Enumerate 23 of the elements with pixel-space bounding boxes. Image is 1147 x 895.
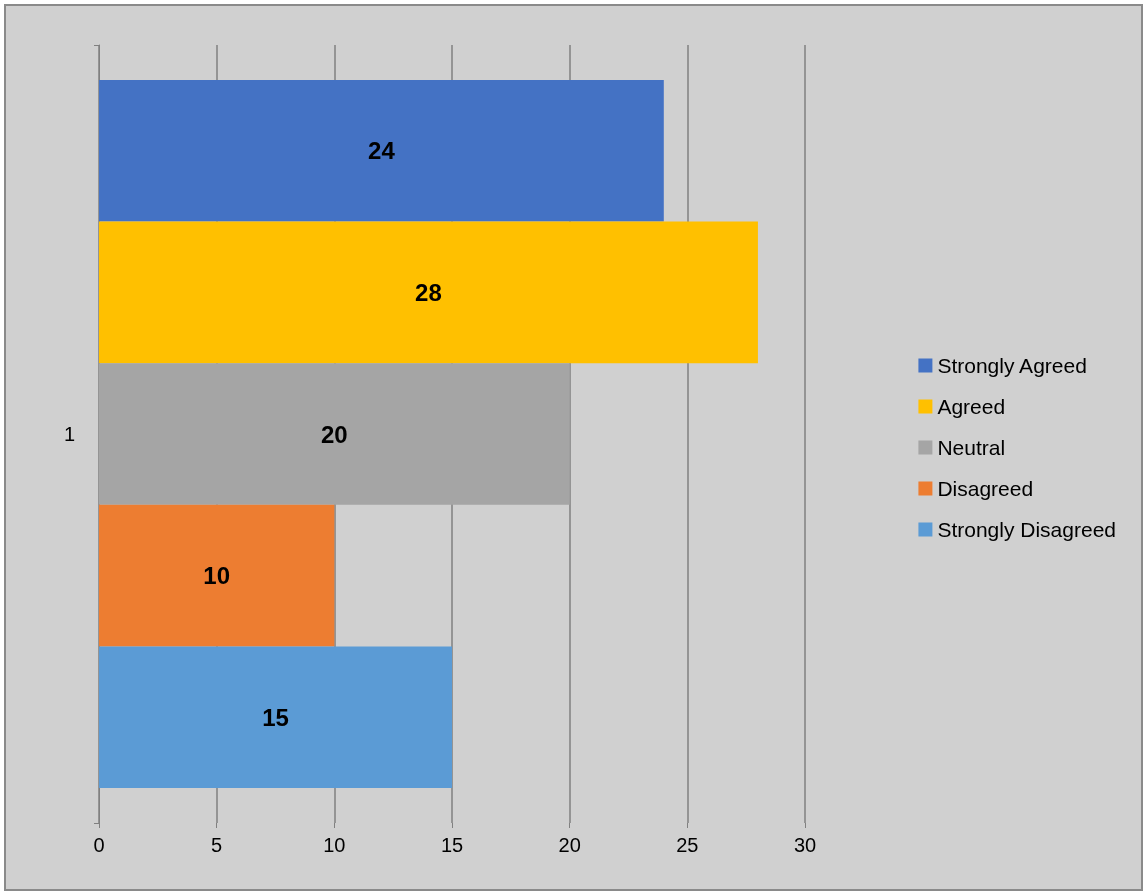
x-tick-label: 5 — [211, 834, 223, 856]
data-label: 20 — [320, 420, 348, 448]
x-tick-label: 0 — [93, 834, 105, 856]
legend-label: Strongly Disagreed — [937, 518, 1116, 541]
data-label: 28 — [415, 278, 442, 306]
bar — [99, 646, 452, 788]
x-tick-label: 10 — [323, 834, 346, 856]
x-tick-label: 30 — [793, 834, 817, 856]
data-label: 24 — [368, 137, 396, 165]
x-tick-label: 20 — [558, 834, 581, 856]
x-tick-label: 15 — [440, 834, 464, 856]
bar — [99, 363, 570, 505]
bar — [99, 221, 758, 364]
legend-label: Disagreed — [937, 477, 1034, 500]
legend-label: Neutral — [937, 436, 1006, 459]
bar — [99, 504, 335, 647]
x-tick-label: 25 — [676, 834, 699, 856]
legend-label: Agreed — [937, 395, 1006, 418]
bar — [99, 80, 664, 222]
legend-label: Strongly Agreed — [937, 354, 1087, 377]
data-label: 10 — [203, 562, 231, 590]
data-label: 15 — [262, 703, 289, 731]
y-tick-label: 1 — [63, 423, 75, 445]
